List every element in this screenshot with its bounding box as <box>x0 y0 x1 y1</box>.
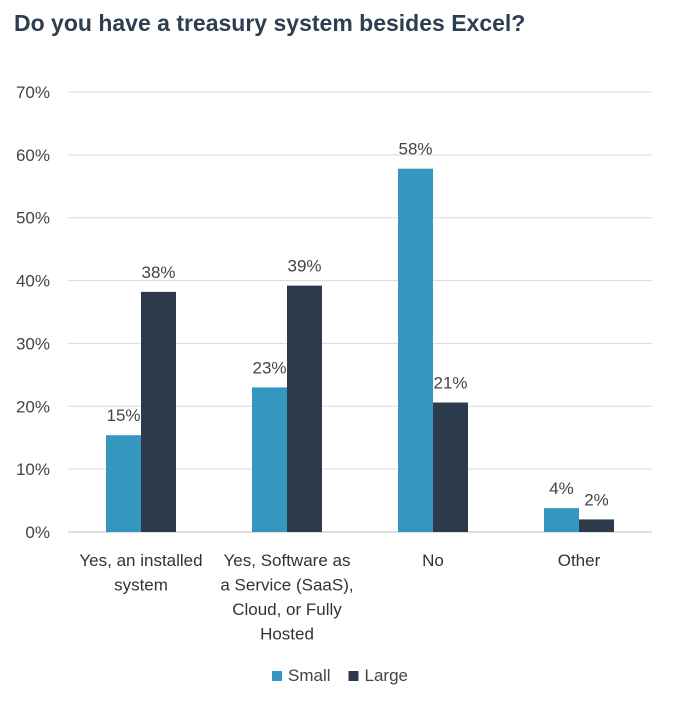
x-category-label: Yes, Software as a Service (SaaS), Cloud, … <box>220 551 353 644</box>
data-label: 21% <box>433 374 467 393</box>
y-tick-label: 30% <box>16 334 50 353</box>
x-category-label: No <box>422 551 444 570</box>
data-label: 58% <box>398 140 432 159</box>
bar-large <box>579 519 614 532</box>
y-tick-label: 70% <box>16 83 50 102</box>
legend-label-small: Small <box>288 666 331 685</box>
y-tick-label: 10% <box>16 460 50 479</box>
data-label: 4% <box>549 479 574 498</box>
bar-small <box>252 387 287 532</box>
data-label: 2% <box>584 490 609 509</box>
bar-large <box>433 402 468 532</box>
bar-small <box>106 435 141 532</box>
bar-small <box>544 508 579 532</box>
chart-title: Do you have a treasury system besides Ex… <box>14 10 526 36</box>
y-tick-label: 0% <box>25 523 50 542</box>
data-label: 38% <box>141 263 175 282</box>
x-category-label: Yes, an installed system <box>79 551 202 595</box>
data-label: 39% <box>287 257 321 276</box>
x-category-label: Other <box>558 551 601 570</box>
y-tick-label: 60% <box>16 146 50 165</box>
legend-swatch-small <box>272 671 282 681</box>
data-label: 15% <box>106 406 140 425</box>
bar-large <box>141 291 176 532</box>
y-tick-label: 40% <box>16 272 50 291</box>
bar-small <box>398 168 433 532</box>
data-label: 23% <box>252 358 286 377</box>
y-tick-label: 20% <box>16 397 50 416</box>
legend-swatch-large <box>348 671 359 681</box>
legend-label-large: Large <box>365 666 408 685</box>
y-tick-label: 50% <box>16 209 50 228</box>
bar-large <box>287 285 322 532</box>
